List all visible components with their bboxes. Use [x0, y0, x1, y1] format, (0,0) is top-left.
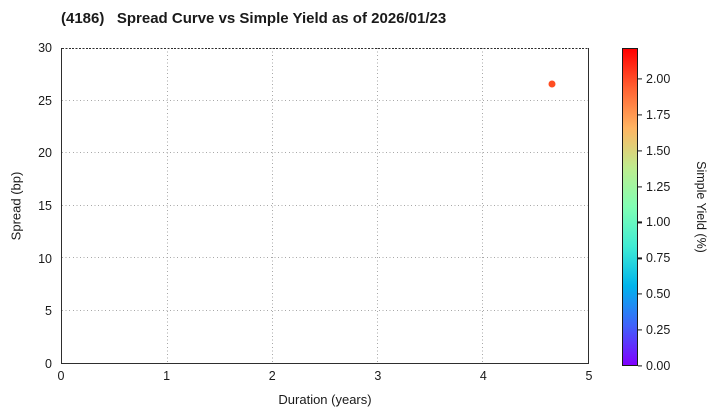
h-gridline	[62, 257, 588, 259]
x-tick-label: 1	[163, 369, 171, 383]
x-tick-label: 0	[57, 369, 65, 383]
y-tick-label: 15	[38, 199, 52, 213]
colorbar-tick-label: 0.25	[646, 323, 671, 338]
colorbar-tick-mark	[638, 186, 642, 188]
colorbar-label: Simple Yield (%)	[694, 161, 708, 253]
colorbar-tick-mark	[638, 78, 642, 80]
colorbar-tick-mark	[638, 221, 642, 224]
colorbar-tick-label: 0.50	[646, 287, 671, 302]
x-tick-label: 3	[374, 369, 382, 383]
y-axis-label: Spread (bp)	[8, 171, 24, 241]
y-tick-label: 10	[38, 251, 52, 266]
y-tick-label: 0	[45, 357, 52, 371]
colorbar-tick-label: 1.50	[646, 143, 671, 158]
y-axis-tick-labels: 0 5 10 15 20 25 30	[0, 0, 52, 420]
colorbar-tick-label: 0.75	[646, 251, 671, 266]
colorbar-tick-mark	[638, 150, 642, 152]
plot-area	[61, 48, 589, 364]
y-tick-label: 25	[38, 93, 52, 108]
h-gridline	[62, 205, 588, 206]
x-axis-label: Duration (years)	[278, 392, 372, 407]
colorbar-gradient	[622, 48, 638, 366]
x-tick-label: 2	[268, 369, 276, 383]
colorbar-tick-label: 2.00	[646, 71, 671, 86]
colorbar-tick-mark	[638, 114, 642, 116]
h-gridline	[62, 152, 588, 154]
y-tick-label: 5	[45, 304, 52, 319]
colorbar-tick-label: 1.00	[646, 215, 671, 230]
chart-title: (4186) Spread Curve vs Simple Yield as o…	[61, 10, 447, 27]
colorbar-tick-mark	[638, 293, 642, 295]
y-tick-label: 20	[38, 146, 52, 161]
h-gridline	[62, 99, 588, 101]
x-tick-label: 4	[479, 369, 487, 383]
colorbar-tick-label: 1.25	[646, 179, 671, 194]
colorbar-tick-label: 1.75	[646, 107, 671, 122]
x-tick-label: 5	[585, 369, 593, 383]
h-gridline	[62, 310, 588, 311]
colorbar-tick-mark	[638, 257, 642, 259]
plot-top-spine	[62, 48, 588, 50]
colorbar-tick-mark	[638, 365, 642, 367]
data-point	[548, 80, 556, 88]
colorbar-tick-mark	[638, 329, 642, 331]
y-tick-label: 30	[38, 41, 52, 55]
colorbar-tick-label: 0.00	[646, 359, 671, 373]
